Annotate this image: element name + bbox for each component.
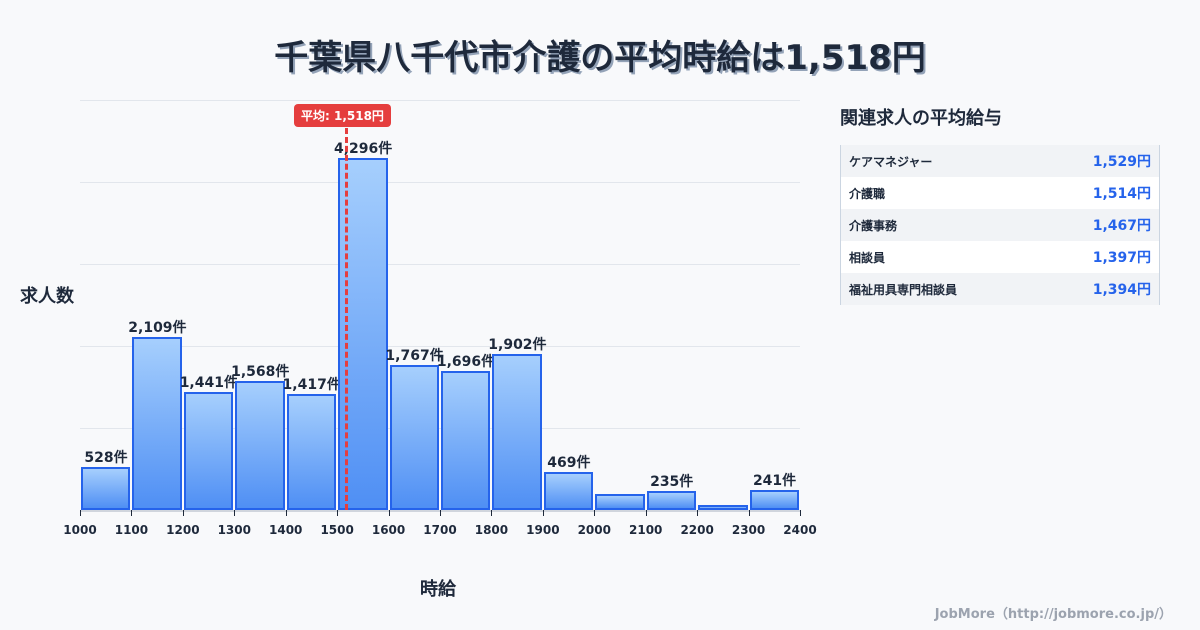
histogram-bar	[595, 494, 645, 510]
average-badge: 平均: 1,518円	[294, 104, 391, 127]
histogram-bar	[81, 466, 131, 510]
related-salary-title: 関連求人の平均給与	[840, 108, 1002, 129]
histogram-bar	[183, 391, 234, 510]
histogram-bar	[235, 381, 285, 510]
x-tick-label: 2000	[577, 523, 611, 537]
job-wage: 1,397円	[1092, 250, 1151, 266]
job-wage: 1,529円	[1092, 154, 1151, 170]
x-tick-label: 1400	[269, 523, 303, 537]
gridline	[80, 100, 800, 101]
x-tick-label: 2200	[680, 523, 714, 537]
x-tick-label: 1600	[371, 523, 406, 537]
x-tick	[491, 510, 493, 516]
histogram-bar	[646, 490, 697, 510]
x-tick-label: 1100	[114, 523, 149, 537]
histogram-bar	[492, 354, 542, 510]
table-row: 福祉用具専門相談員 1,394円	[841, 273, 1159, 305]
average-line	[345, 128, 349, 510]
x-tick	[234, 510, 236, 516]
gridline	[80, 264, 800, 265]
job-wage: 1,514円	[1092, 186, 1151, 202]
bar-value-label: 469件	[547, 454, 591, 471]
histogram-plot: 528件 2,109件 1,441件 1,568件 1,417件 4,296件 1,767件…	[80, 100, 800, 510]
gridline	[80, 428, 800, 429]
x-tick	[594, 510, 596, 516]
x-axis-label: 時給	[420, 579, 456, 600]
x-tick-label: 1000	[63, 523, 97, 537]
job-name: 福祉用具専門相談員	[849, 282, 958, 297]
x-tick-label: 1300	[217, 523, 251, 537]
table-row: 介護事務 1,467円	[841, 209, 1159, 241]
job-wage: 1,467円	[1092, 218, 1151, 234]
histogram-bar	[389, 365, 439, 510]
bar-value-label: 2,109件	[128, 320, 187, 337]
job-name: 介護事務	[849, 218, 898, 233]
bar-value-label: 1,441件	[179, 374, 238, 391]
histogram-bar	[441, 370, 491, 510]
bar-value-label: 235件	[650, 473, 694, 490]
footer-credit: JobMore（http://jobmore.co.jp/）	[934, 607, 1172, 622]
bar-value-label: 1,568件	[231, 364, 290, 381]
histogram-bar	[698, 504, 748, 510]
x-tick	[388, 510, 390, 516]
x-tick-label: 1700	[423, 523, 457, 537]
page-title: 千葉県八千代市介護の平均時給は1,518円	[274, 38, 926, 78]
bar-value-label: 1,696件	[436, 353, 496, 370]
x-tick	[337, 510, 339, 516]
y-axis-label: 求人数	[20, 286, 74, 307]
bar-value-label: 1,767件	[385, 348, 444, 365]
related-salary-table: ケアマネジャー 1,529円 介護職 1,514円 介護事務 1,467円 相談員 1,…	[840, 145, 1160, 305]
x-tick-label: 2400	[783, 523, 817, 537]
bar-value-label: 1,417件	[282, 376, 341, 393]
x-tick-label: 1800	[474, 523, 509, 537]
bar-value-label: 4,296件	[333, 140, 393, 157]
x-tick	[645, 510, 647, 516]
histogram-bar	[749, 490, 799, 510]
job-name: 介護職	[849, 186, 886, 201]
x-tick-label: 1200	[166, 523, 200, 537]
x-tick-label: 2100	[629, 523, 663, 537]
histogram-bar	[286, 393, 337, 510]
histogram-bar	[543, 471, 594, 510]
x-tick-label: 1900	[526, 523, 560, 537]
gridline	[80, 346, 800, 347]
job-wage: 1,394円	[1092, 282, 1151, 298]
job-name: 相談員	[849, 250, 886, 265]
x-tick	[285, 510, 287, 516]
table-row: 相談員 1,397円	[841, 241, 1159, 273]
gridline	[80, 182, 800, 183]
table-row: ケアマネジャー 1,529円	[841, 145, 1159, 177]
x-tick	[697, 510, 699, 516]
x-tick	[748, 510, 750, 516]
x-tick	[182, 510, 184, 516]
x-tick-label: 2300	[731, 523, 766, 537]
x-tick	[542, 510, 544, 516]
job-name: ケアマネジャー	[849, 154, 933, 169]
bar-value-label: 241件	[752, 473, 797, 490]
histogram-bar	[132, 337, 182, 510]
bar-value-label: 528件	[84, 449, 128, 466]
bar-value-label: 1,902件	[488, 337, 547, 354]
x-tick	[800, 510, 801, 516]
x-tick	[80, 510, 81, 516]
x-tick	[440, 510, 441, 516]
x-tick-label: 1500	[320, 523, 354, 537]
x-tick	[131, 510, 133, 516]
table-row: 介護職 1,514円	[841, 177, 1159, 209]
